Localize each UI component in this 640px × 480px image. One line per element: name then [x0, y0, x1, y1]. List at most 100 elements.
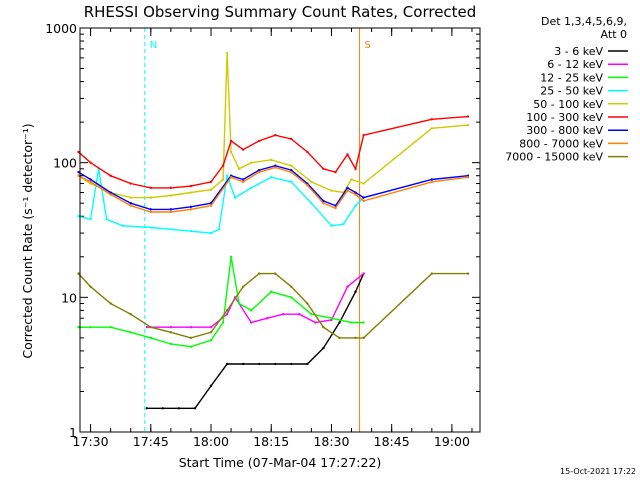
series-3-point-12: [249, 186, 253, 190]
series-8-point-17: [362, 336, 365, 340]
series-5-point-9: [229, 139, 233, 143]
series-1-point-6: [249, 321, 253, 324]
series-5-point-20: [430, 118, 434, 121]
series-7-point-5: [169, 210, 173, 214]
series-2-point-3: [129, 331, 132, 334]
x-tick-label-18:15: 18:15: [253, 434, 289, 449]
series-4-point-3: [129, 196, 132, 199]
series-2-point-11: [249, 309, 253, 312]
series-2-point-1: [89, 326, 92, 329]
series-3-point-18: [354, 204, 357, 207]
series-7-point-16: [346, 189, 349, 192]
series-8-point-6: [189, 336, 193, 340]
series-5-point-1: [89, 161, 92, 164]
marker-label-N: N: [150, 40, 157, 51]
series-0-point-3: [193, 407, 197, 410]
series-8-point-2: [109, 302, 112, 305]
series-6-point-5: [169, 208, 173, 211]
series-5-point-10: [241, 148, 245, 151]
x-tick-label-18:30: 18:30: [313, 434, 349, 449]
series-2-point-7: [209, 339, 213, 342]
series-7-point-7: [209, 204, 213, 207]
series-4-point-11: [237, 167, 241, 171]
series-2-point-13: [290, 296, 293, 299]
series-8-point-16: [354, 336, 357, 340]
series-5-point-6: [189, 184, 193, 188]
series-3-point-1: [89, 218, 92, 221]
series-2-point-14: [310, 312, 313, 316]
series-1-point-0: [145, 326, 148, 329]
series-6-point-0: [77, 170, 80, 174]
series-4-point-9: [225, 51, 229, 55]
series-7-point-14: [322, 202, 325, 205]
series-8-point-4: [149, 326, 152, 329]
series-3-point-15: [310, 202, 313, 205]
series-0-point-2: [177, 407, 181, 410]
series-7-point-6: [189, 208, 193, 211]
series-2-point-12: [270, 290, 273, 293]
series-7-point-17: [354, 193, 357, 196]
series-5-point-7: [209, 180, 213, 184]
series-5-point-0: [77, 150, 80, 154]
series-5-point-3: [129, 182, 132, 185]
series-3-point-11: [233, 196, 237, 199]
y-tick-label-1000: 1000: [45, 21, 77, 36]
series-5-point-16: [334, 170, 337, 174]
series-5-point-17: [346, 153, 349, 156]
legend-label-3: 25 - 50 keV: [540, 85, 603, 98]
series-2-point-2: [109, 326, 112, 329]
series-4-point-7: [209, 188, 213, 191]
series-8-point-13: [306, 302, 309, 305]
series-7-point-3: [129, 204, 132, 207]
y-axis-label: Corrected Count Rate (s⁻¹ detector⁻¹): [20, 123, 35, 358]
series-5-point-5: [169, 186, 173, 190]
series-0-point-9: [290, 362, 293, 366]
series-8-point-1: [89, 285, 92, 288]
x-tick-label-18:00: 18:00: [193, 434, 229, 449]
y-tick-label-100: 100: [53, 156, 77, 171]
series-2-point-5: [169, 342, 173, 346]
series-0-point-13: [354, 290, 357, 293]
series-2-point-16: [350, 321, 353, 324]
series-6-point-12: [290, 168, 293, 172]
series-8-point-5: [169, 331, 173, 334]
series-3-point-7: [189, 229, 193, 233]
series-5-point-18: [354, 167, 357, 171]
series-0-point-12: [338, 321, 341, 324]
legend-label-5: 100 - 300 keV: [526, 111, 603, 124]
series-line-3: [78, 168, 365, 234]
series-8-point-8: [225, 309, 229, 312]
series-8-point-10: [257, 272, 261, 275]
x-tick-label-19:00: 19:00: [434, 434, 470, 449]
series-8-point-11: [274, 272, 277, 275]
series-1-point-13: [362, 272, 365, 275]
series-0-point-11: [322, 346, 325, 350]
legend-label-7: 800 - 7000 keV: [519, 137, 603, 150]
series-1-point-8: [282, 312, 285, 316]
series-0-point-10: [306, 362, 309, 366]
series-4-point-4: [149, 196, 152, 199]
series-0-point-8: [274, 362, 277, 366]
series-6-point-18: [362, 196, 365, 199]
series-7-point-9: [241, 180, 245, 184]
series-6-point-17: [354, 191, 357, 194]
series-line-4: [78, 53, 469, 199]
series-line-1: [146, 273, 365, 328]
y-tick-label-1: 1: [69, 425, 77, 440]
legend-label-8: 7000 - 15000 keV: [505, 151, 603, 164]
series-4-point-20: [430, 127, 434, 130]
series-1-point-9: [298, 312, 301, 316]
series-8-point-14: [322, 326, 325, 329]
series-8-point-12: [290, 285, 293, 288]
x-tick-label-17:30: 17:30: [73, 434, 109, 449]
series-8-point-9: [241, 285, 245, 288]
series-2-point-17: [362, 321, 365, 324]
marker-label-S: S: [365, 40, 371, 51]
series-3-point-6: [169, 228, 173, 231]
series-3-point-13: [270, 175, 273, 179]
y-tick-label-10: 10: [61, 290, 77, 305]
series-1-point-10: [314, 321, 317, 324]
series-5-point-21: [466, 115, 470, 118]
series-6-point-10: [257, 168, 261, 172]
